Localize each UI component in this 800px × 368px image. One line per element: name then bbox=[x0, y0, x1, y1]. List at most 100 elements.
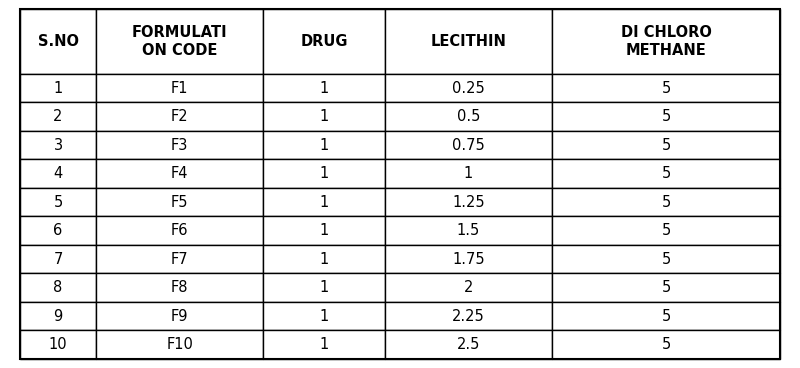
Bar bbox=[385, 102, 552, 131]
Text: F1: F1 bbox=[171, 81, 188, 96]
Text: 2.5: 2.5 bbox=[457, 337, 480, 352]
Text: 8: 8 bbox=[54, 280, 62, 295]
Bar bbox=[96, 74, 263, 102]
Text: 1: 1 bbox=[464, 166, 473, 181]
Text: F4: F4 bbox=[171, 166, 188, 181]
Text: F5: F5 bbox=[171, 195, 188, 210]
Bar bbox=[20, 102, 96, 131]
Bar bbox=[96, 330, 263, 359]
Text: 0.25: 0.25 bbox=[452, 81, 485, 96]
Bar bbox=[263, 74, 385, 102]
Text: 1: 1 bbox=[319, 166, 329, 181]
Text: F9: F9 bbox=[171, 308, 188, 323]
Bar bbox=[20, 330, 96, 359]
Text: 9: 9 bbox=[54, 308, 62, 323]
Bar bbox=[20, 245, 96, 273]
Bar bbox=[20, 188, 96, 216]
Bar bbox=[385, 74, 552, 102]
Text: 1: 1 bbox=[319, 195, 329, 210]
Text: 1.75: 1.75 bbox=[452, 252, 485, 266]
Bar bbox=[385, 188, 552, 216]
Bar bbox=[552, 159, 780, 188]
Text: 1: 1 bbox=[319, 280, 329, 295]
Text: 4: 4 bbox=[54, 166, 62, 181]
Text: 5: 5 bbox=[662, 166, 670, 181]
Bar bbox=[385, 302, 552, 330]
Bar bbox=[552, 273, 780, 302]
Bar bbox=[552, 9, 780, 74]
Text: 5: 5 bbox=[662, 280, 670, 295]
Text: 7: 7 bbox=[54, 252, 62, 266]
Bar bbox=[96, 188, 263, 216]
Bar bbox=[96, 131, 263, 159]
Bar bbox=[20, 74, 96, 102]
Bar bbox=[552, 216, 780, 245]
Text: 5: 5 bbox=[662, 223, 670, 238]
Bar bbox=[20, 273, 96, 302]
Bar bbox=[263, 245, 385, 273]
Bar bbox=[20, 9, 96, 74]
Bar bbox=[552, 102, 780, 131]
Text: 1: 1 bbox=[319, 337, 329, 352]
Bar bbox=[385, 330, 552, 359]
Bar bbox=[552, 245, 780, 273]
Bar bbox=[96, 216, 263, 245]
Bar bbox=[263, 131, 385, 159]
Text: F8: F8 bbox=[171, 280, 188, 295]
Text: 5: 5 bbox=[54, 195, 62, 210]
Bar bbox=[263, 9, 385, 74]
Text: 5: 5 bbox=[662, 81, 670, 96]
Bar bbox=[385, 216, 552, 245]
Text: FORMULATI
ON CODE: FORMULATI ON CODE bbox=[132, 25, 227, 58]
Text: DRUG: DRUG bbox=[300, 34, 348, 49]
Bar bbox=[96, 159, 263, 188]
Bar bbox=[552, 131, 780, 159]
Bar bbox=[20, 159, 96, 188]
Bar bbox=[263, 102, 385, 131]
Text: 1: 1 bbox=[319, 109, 329, 124]
Text: F6: F6 bbox=[171, 223, 188, 238]
Text: 2.25: 2.25 bbox=[452, 308, 485, 323]
Text: 3: 3 bbox=[54, 138, 62, 153]
Text: 1: 1 bbox=[319, 223, 329, 238]
Bar bbox=[263, 188, 385, 216]
Bar bbox=[96, 302, 263, 330]
Bar bbox=[20, 131, 96, 159]
Text: 0.5: 0.5 bbox=[457, 109, 480, 124]
Text: DI CHLORO
METHANE: DI CHLORO METHANE bbox=[621, 25, 711, 58]
Text: 5: 5 bbox=[662, 195, 670, 210]
Text: 1.5: 1.5 bbox=[457, 223, 480, 238]
Bar bbox=[263, 159, 385, 188]
Bar bbox=[385, 159, 552, 188]
Bar bbox=[20, 302, 96, 330]
Bar bbox=[96, 273, 263, 302]
Bar bbox=[263, 273, 385, 302]
Text: 2: 2 bbox=[54, 109, 62, 124]
Text: 0.75: 0.75 bbox=[452, 138, 485, 153]
Text: 5: 5 bbox=[662, 109, 670, 124]
Text: F2: F2 bbox=[170, 109, 189, 124]
Bar bbox=[96, 9, 263, 74]
Bar bbox=[263, 216, 385, 245]
Bar bbox=[385, 273, 552, 302]
Text: 1: 1 bbox=[319, 308, 329, 323]
Bar bbox=[552, 302, 780, 330]
Text: 5: 5 bbox=[662, 252, 670, 266]
Text: 2: 2 bbox=[464, 280, 473, 295]
Bar bbox=[385, 131, 552, 159]
Text: 1: 1 bbox=[54, 81, 62, 96]
Bar bbox=[552, 74, 780, 102]
Bar bbox=[552, 330, 780, 359]
Text: F10: F10 bbox=[166, 337, 193, 352]
Bar bbox=[96, 245, 263, 273]
Bar bbox=[552, 188, 780, 216]
Bar bbox=[263, 302, 385, 330]
Text: S.NO: S.NO bbox=[38, 34, 78, 49]
Text: 5: 5 bbox=[662, 138, 670, 153]
Bar bbox=[385, 9, 552, 74]
Text: 1.25: 1.25 bbox=[452, 195, 485, 210]
Text: 1: 1 bbox=[319, 81, 329, 96]
Bar bbox=[20, 216, 96, 245]
Bar bbox=[263, 330, 385, 359]
Text: 5: 5 bbox=[662, 308, 670, 323]
